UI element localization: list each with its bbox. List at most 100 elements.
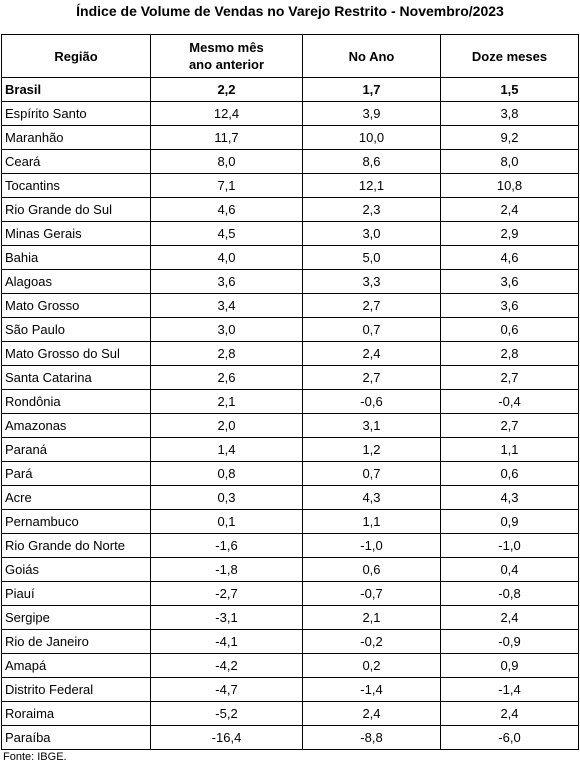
data-table: Região Mesmo mês ano anterior No Ano Doze m… [1,34,579,750]
table-row: Ceará 8,0 8,6 8,0 [1,149,579,174]
value-cell: -1,0 [440,533,579,558]
value-cell: -6,0 [440,725,579,750]
value-cell: 4,5 [150,221,303,246]
table-body: Brasil 2,2 1,7 1,5 Espírito Santo 12,4 3,9 3,8 M… [1,77,579,750]
value-cell: 2,4 [440,197,579,222]
value-cell: -1,4 [440,677,579,702]
value-cell: 2,7 [440,365,579,390]
column-header: Região [1,34,151,78]
value-cell: 4,0 [150,245,303,270]
table-row: Rio de Janeiro -4,1 -0,2 -0,9 [1,629,579,654]
region-cell: Pará [1,461,151,486]
value-cell: -1,6 [150,533,303,558]
value-cell: 2,4 [440,605,579,630]
region-cell: Sergipe [1,605,151,630]
value-cell: 12,4 [150,101,303,126]
table-row: Alagoas 3,6 3,3 3,6 [1,269,579,294]
table-row: Acre 0,3 4,3 4,3 [1,485,579,510]
value-cell: 8,0 [150,149,303,174]
value-cell: 2,0 [150,413,303,438]
value-cell: 3,0 [302,221,441,246]
table-row: Minas Gerais 4,5 3,0 2,9 [1,221,579,246]
region-cell: Alagoas [1,269,151,294]
value-cell: 2,1 [302,605,441,630]
value-cell: 2,7 [302,365,441,390]
value-cell: 3,8 [440,101,579,126]
value-cell: 0,9 [440,653,579,678]
value-cell: -0,7 [302,581,441,606]
table-row: Sergipe -3,1 2,1 2,4 [1,605,579,630]
region-cell: Mato Grosso [1,293,151,318]
value-cell: 10,8 [440,173,579,198]
header-row: Região Mesmo mês ano anterior No Ano Doze m… [1,34,579,78]
value-cell: 2,1 [150,389,303,414]
value-cell: 4,6 [440,245,579,270]
table-row: Amapá -4,2 0,2 0,9 [1,653,579,678]
value-cell: 7,1 [150,173,303,198]
table-row: Bahia 4,0 5,0 4,6 [1,245,579,270]
value-cell: 3,9 [302,101,441,126]
column-header: No Ano [302,34,441,78]
value-cell: -4,1 [150,629,303,654]
region-cell: Bahia [1,245,151,270]
value-cell: -0,8 [440,581,579,606]
table-row: Roraima -5,2 2,4 2,4 [1,701,579,726]
value-cell: 2,4 [440,701,579,726]
region-cell: Mato Grosso do Sul [1,341,151,366]
table-row: Espírito Santo 12,4 3,9 3,8 [1,101,579,126]
table-row: Paraíba -16,4 -8,8 -6,0 [1,725,579,750]
region-cell: Amapá [1,653,151,678]
table-row: Piauí -2,7 -0,7 -0,8 [1,581,579,606]
value-cell: -4,7 [150,677,303,702]
value-cell: 12,1 [302,173,441,198]
value-cell: -0,2 [302,629,441,654]
value-cell: 2,3 [302,197,441,222]
value-cell: 2,7 [302,293,441,318]
value-cell: -0,6 [302,389,441,414]
value-cell: 2,4 [302,701,441,726]
source-note: Fonte: IBGE. [3,751,67,763]
value-cell: 5,0 [302,245,441,270]
region-cell: Ceará [1,149,151,174]
value-cell: -3,1 [150,605,303,630]
value-cell: -8,8 [302,725,441,750]
table-row: Rondônia 2,1 -0,6 -0,4 [1,389,579,414]
value-cell: 0,4 [440,557,579,582]
value-cell: 0,7 [302,461,441,486]
region-cell: Paraná [1,437,151,462]
value-cell: 1,2 [302,437,441,462]
table-row: São Paulo 3,0 0,7 0,6 [1,317,579,342]
value-cell: 3,1 [302,413,441,438]
title: Índice de Volume de Vendas no Varejo Res… [76,3,504,19]
table-row: Paraná 1,4 1,2 1,1 [1,437,579,462]
table-row: Brasil 2,2 1,7 1,5 [1,77,579,102]
table-row: Rio Grande do Sul 4,6 2,3 2,4 [1,197,579,222]
value-cell: 3,6 [440,293,579,318]
value-cell: 1,4 [150,437,303,462]
value-cell: 0,3 [150,485,303,510]
table-row: Mato Grosso 3,4 2,7 3,6 [1,293,579,318]
value-cell: 8,6 [302,149,441,174]
value-cell: 0,6 [302,557,441,582]
value-cell: 0,6 [440,461,579,486]
value-cell: 1,5 [440,77,579,102]
value-cell: -1,4 [302,677,441,702]
value-cell: 11,7 [150,125,303,150]
table-row: Goiás -1,8 0,6 0,4 [1,557,579,582]
value-cell: 3,6 [150,269,303,294]
value-cell: -4,2 [150,653,303,678]
value-cell: -5,2 [150,701,303,726]
value-cell: 4,3 [302,485,441,510]
value-cell: 2,9 [440,221,579,246]
table-row: Amazonas 2,0 3,1 2,7 [1,413,579,438]
value-cell: 0,9 [440,509,579,534]
value-cell: -0,9 [440,629,579,654]
value-cell: 1,1 [302,509,441,534]
value-cell: 0,1 [150,509,303,534]
table-row: Rio Grande do Norte -1,6 -1,0 -1,0 [1,533,579,558]
value-cell: 2,6 [150,365,303,390]
value-cell: -0,4 [440,389,579,414]
region-cell: Rio de Janeiro [1,629,151,654]
value-cell: 3,0 [150,317,303,342]
